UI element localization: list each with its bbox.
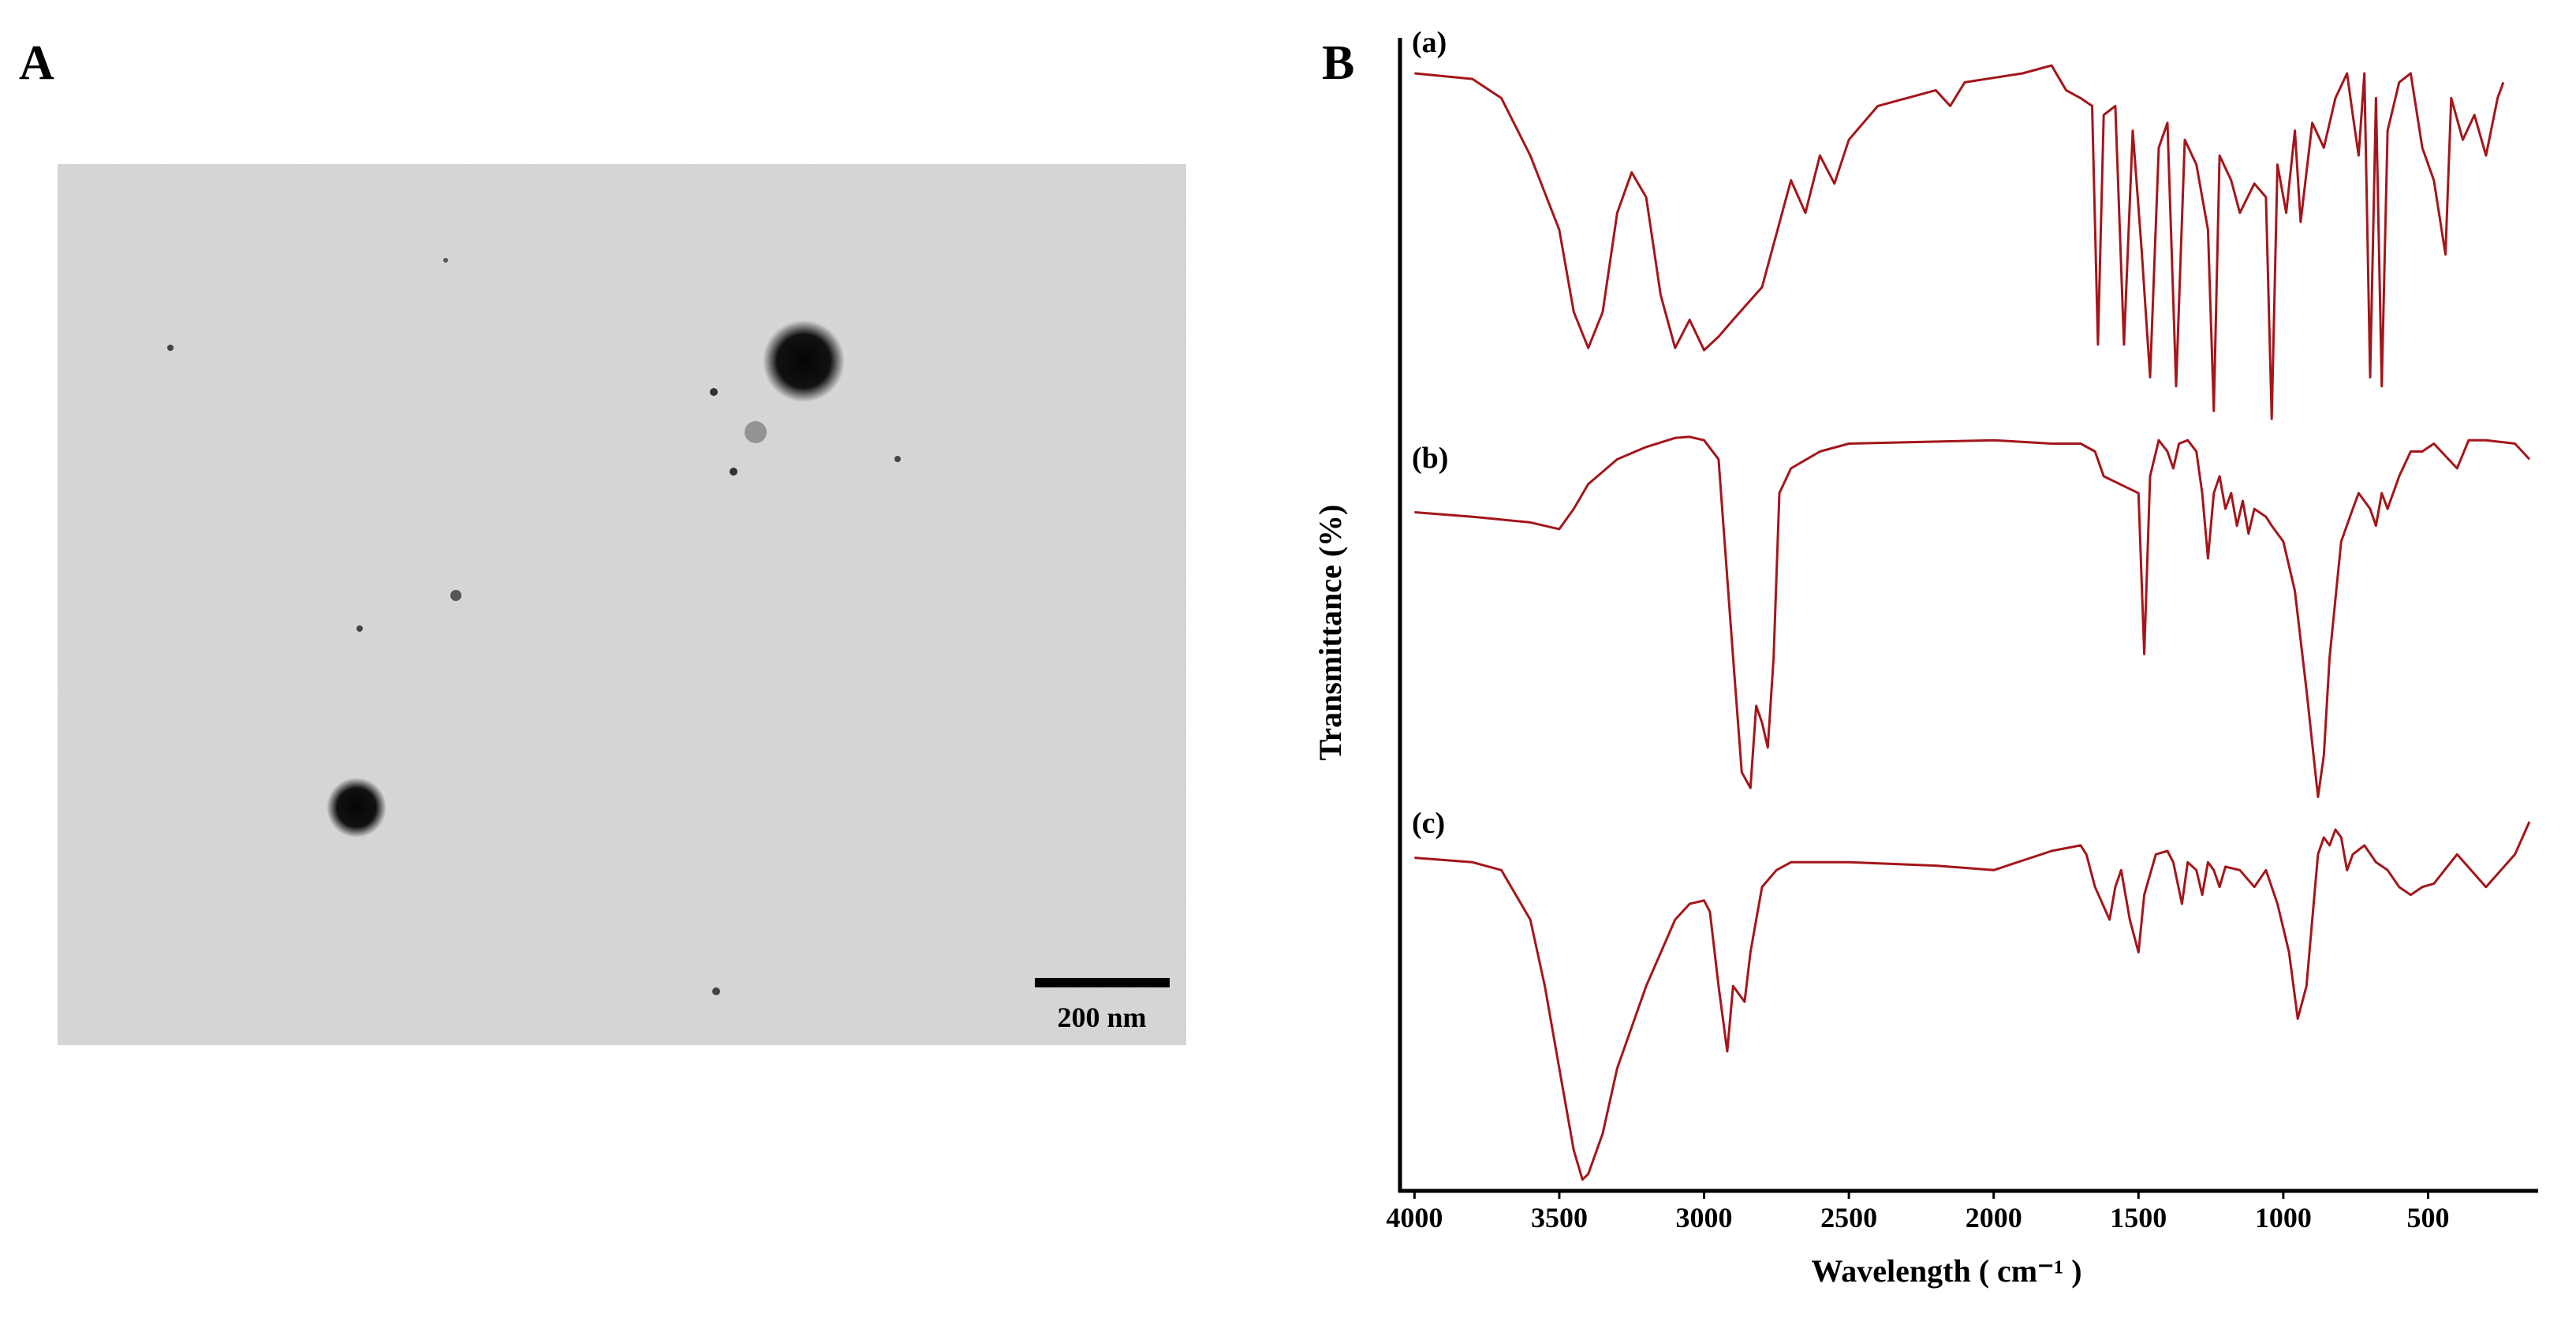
- particle: [763, 320, 845, 402]
- series-label: (b): [1412, 442, 1448, 475]
- particle: [730, 468, 737, 476]
- x-tick-label: 3000: [1676, 1202, 1733, 1233]
- ftir-chart: Wavelength ( cm⁻¹ ) Transmittance (%) (a…: [1312, 26, 2538, 1289]
- x-tick-label: 4000: [1386, 1202, 1443, 1233]
- particle: [450, 590, 461, 601]
- scale-bar: [1035, 978, 1170, 987]
- spectrum-line: [1414, 435, 2531, 798]
- particle: [167, 345, 174, 351]
- x-tick-label: 1500: [2110, 1202, 2167, 1233]
- spectrum-line: [1414, 821, 2531, 1181]
- series-label: (a): [1412, 26, 1447, 59]
- x-tick-label: 2500: [1820, 1202, 1877, 1233]
- scale-bar-label: 200 nm: [1057, 1002, 1146, 1033]
- y-axis-label: Transmittance (%): [1312, 505, 1348, 761]
- panel-label: B: [1322, 36, 1354, 90]
- particle: [894, 456, 901, 462]
- tem-grain: [58, 164, 1186, 1045]
- series-label: (c): [1412, 807, 1445, 840]
- tem-image: 200 nm: [58, 164, 1186, 1045]
- x-tick-label: 2000: [1966, 1202, 2022, 1233]
- panel-label: A: [19, 36, 54, 90]
- particle: [710, 388, 718, 396]
- particle: [745, 421, 767, 443]
- particle: [357, 625, 363, 632]
- x-tick-label: 3500: [1531, 1202, 1588, 1233]
- x-tick-label: 500: [2406, 1202, 2449, 1233]
- spectrum-line: [1414, 64, 2505, 420]
- particle: [327, 778, 386, 838]
- x-axis-label: Wavelength ( cm⁻¹ ): [1811, 1253, 2081, 1289]
- particle: [443, 258, 448, 263]
- x-tick-label: 1000: [2255, 1202, 2312, 1233]
- particle: [712, 987, 720, 995]
